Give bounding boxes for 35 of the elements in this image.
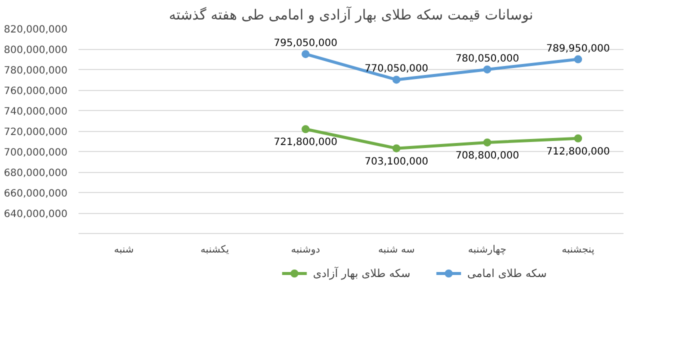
x-tick-label: دوشنبه	[291, 244, 320, 256]
x-tick-label: چهارشنبه	[468, 244, 506, 256]
y-tick-label: 640,000,000	[4, 209, 68, 220]
x-tick-label: شنبه	[114, 244, 134, 256]
data-label: 789,950,000	[546, 43, 610, 54]
point	[302, 125, 310, 134]
y-tick-label: 820,000,000	[4, 24, 68, 36]
y-tick-label: 720,000,000	[4, 127, 68, 138]
y-tick-label: 660,000,000	[4, 188, 68, 200]
x-tick-label: پنجشنبه	[562, 244, 595, 256]
point	[483, 65, 492, 74]
data-label: 703,100,000	[364, 156, 428, 168]
chart-title: نوسانات قیمت سکه طلای بهار آزادی و امامی طی هفته گذشته	[168, 6, 534, 24]
data-label: 712,800,000	[546, 146, 610, 158]
y-tick-label: 740,000,000	[4, 106, 68, 118]
data-label: 708,800,000	[455, 150, 520, 162]
data-label: 780,050,000	[455, 53, 520, 64]
y-tick-label: 760,000,000	[4, 86, 68, 97]
y-tick-label: 780,000,000	[4, 66, 68, 76]
legend-label: سکه طلای امامی	[467, 267, 547, 280]
data-label: 770,050,000	[364, 64, 428, 75]
data-label: 795,050,000	[274, 38, 338, 50]
point	[483, 138, 492, 146]
x-tick-label: یکشنبه	[200, 244, 230, 256]
legend-label: سکه طلای بهار آزادی	[312, 266, 410, 280]
point	[574, 55, 582, 64]
point	[392, 144, 400, 152]
data-label: 721,800,000	[274, 137, 338, 148]
point	[302, 50, 310, 58]
x-tick-label: سه شنبه	[378, 244, 415, 256]
point	[392, 76, 400, 84]
y-tick-label: 700,000,000	[4, 148, 68, 158]
y-tick-label: 800,000,000	[4, 45, 68, 56]
y-tick-label: 680,000,000	[4, 168, 68, 179]
point	[574, 134, 582, 142]
